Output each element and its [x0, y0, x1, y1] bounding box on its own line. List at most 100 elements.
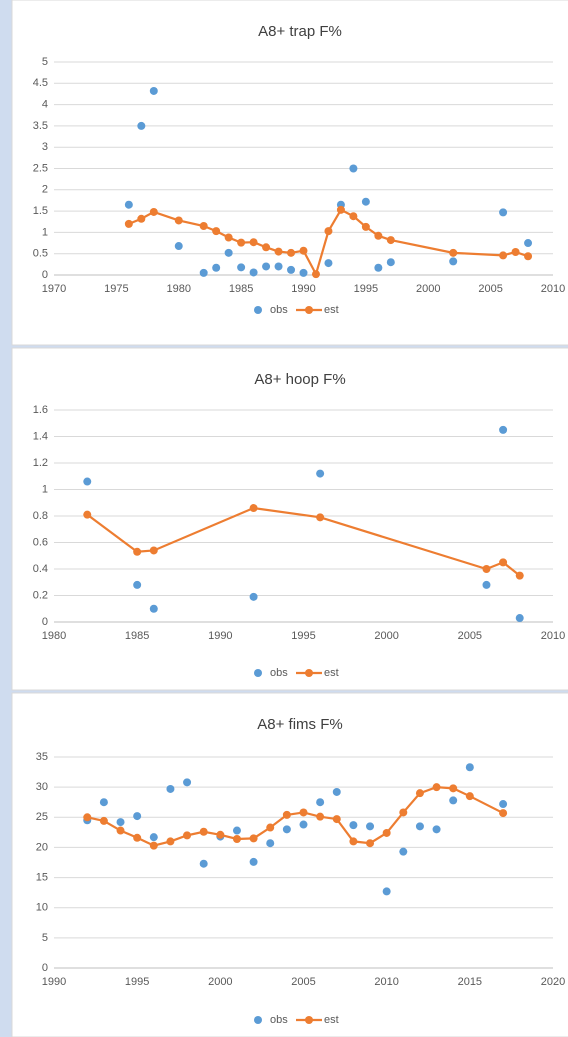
est-marker	[299, 808, 308, 817]
x-tick-label: 1975	[104, 283, 128, 295]
obs-marker	[316, 469, 325, 478]
obs-marker	[316, 798, 325, 807]
est-marker	[336, 205, 345, 214]
est-marker	[361, 222, 370, 231]
y-tick-label: 0.4	[33, 563, 48, 575]
x-tick-label: 1980	[167, 283, 191, 295]
x-tick-label: 1995	[354, 283, 378, 295]
obs-marker	[386, 258, 395, 267]
est-marker	[266, 823, 275, 832]
y-tick-label: 1.5	[33, 205, 48, 217]
obs-marker	[99, 798, 108, 807]
est-marker	[311, 270, 320, 279]
obs-marker	[361, 197, 370, 206]
est-marker	[432, 783, 441, 792]
est-marker	[499, 809, 508, 818]
legend-label: est	[324, 1014, 339, 1026]
obs-marker	[366, 822, 375, 831]
est-marker	[249, 834, 258, 843]
y-tick-label: 0	[42, 269, 48, 281]
legend-item: est	[296, 304, 339, 316]
x-tick-label: 1995	[291, 630, 315, 642]
est-marker	[382, 828, 391, 837]
est-marker	[282, 810, 291, 819]
est-marker	[499, 558, 508, 567]
est-marker	[249, 504, 258, 513]
legend-item: obs	[254, 304, 288, 316]
y-tick-label: 2.5	[33, 162, 48, 174]
y-tick-label: 5	[42, 56, 48, 68]
y-tick-label: 10	[36, 902, 48, 914]
est-marker	[515, 571, 524, 580]
obs-marker	[324, 259, 333, 268]
y-tick-label: 5	[42, 932, 48, 944]
x-tick-label: 2010	[541, 283, 565, 295]
obs-marker	[133, 580, 142, 589]
obs-marker	[299, 820, 308, 829]
est-marker	[499, 251, 508, 260]
est-marker	[237, 238, 246, 247]
y-tick-label: 3.5	[33, 120, 48, 132]
est-marker	[83, 510, 92, 519]
y-tick-label: 30	[36, 781, 48, 793]
est-marker	[511, 247, 520, 256]
obs-marker	[224, 248, 233, 257]
x-tick-label: 2020	[541, 976, 565, 988]
legend-item: est	[296, 667, 339, 679]
y-tick-label: 15	[36, 871, 48, 883]
legend-item: est	[296, 1014, 339, 1026]
obs-marker	[499, 208, 508, 217]
legend-marker	[305, 1016, 313, 1024]
est-marker	[415, 789, 424, 798]
obs-marker	[499, 800, 508, 809]
obs-marker	[266, 839, 275, 848]
y-tick-label: 0	[42, 962, 48, 974]
obs-marker	[374, 263, 383, 272]
est-marker	[287, 248, 296, 257]
x-tick-label: 2010	[374, 976, 398, 988]
obs-marker	[349, 821, 358, 830]
x-tick-label: 2000	[208, 976, 232, 988]
chart-title: A8+ fims F%	[257, 716, 342, 733]
est-marker	[324, 227, 333, 236]
est-marker	[212, 227, 221, 236]
obs-marker	[183, 778, 192, 787]
obs-marker	[282, 825, 291, 834]
y-tick-label: 1	[42, 483, 48, 495]
obs-marker	[465, 763, 474, 772]
y-tick-label: 20	[36, 841, 48, 853]
obs-marker	[382, 887, 391, 896]
est-marker	[116, 826, 125, 835]
legend-marker	[305, 306, 313, 314]
y-tick-label: 2	[42, 184, 48, 196]
x-tick-label: 1990	[291, 283, 315, 295]
est-marker	[133, 547, 142, 556]
est-marker	[299, 246, 308, 255]
est-marker	[149, 207, 158, 216]
est-marker	[249, 238, 258, 247]
est-line	[128, 208, 529, 278]
y-tick-label: 0.8	[33, 510, 48, 522]
y-tick-label: 1.6	[33, 404, 48, 416]
obs-marker	[415, 822, 424, 831]
x-tick-label: 1985	[229, 283, 253, 295]
x-tick-label: 2000	[416, 283, 440, 295]
est-marker	[349, 212, 358, 221]
obs-marker	[249, 592, 258, 601]
est-marker	[224, 233, 233, 242]
x-tick-label: 2000	[374, 630, 398, 642]
obs-marker	[149, 604, 158, 613]
obs-marker	[199, 268, 208, 277]
est-marker	[465, 792, 474, 801]
x-tick-label: 1985	[125, 630, 149, 642]
y-tick-label: 35	[36, 751, 48, 763]
legend-marker	[254, 1016, 262, 1024]
obs-marker	[116, 818, 125, 827]
y-tick-label: 0	[42, 616, 48, 628]
est-marker	[199, 222, 208, 231]
obs-marker	[149, 833, 158, 842]
legend-label: obs	[270, 667, 288, 679]
legend-marker	[254, 306, 262, 314]
est-marker	[274, 247, 283, 256]
chart-panel	[11, 0, 568, 346]
